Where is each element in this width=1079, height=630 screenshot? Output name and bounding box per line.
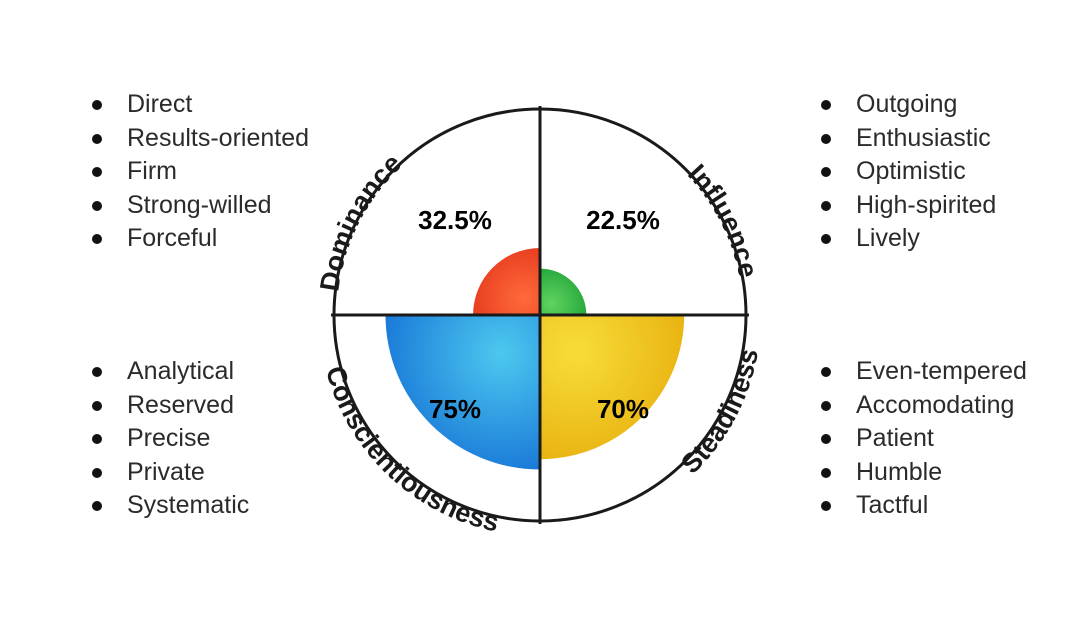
svg-text:Steadiness: Steadiness [675,346,764,479]
bullet-icon [821,501,831,512]
trait-text: Accomodating [856,390,1015,419]
steadiness-label: Steadiness [675,346,764,479]
list-item: Lively [821,222,996,256]
list-item: Accomodating [821,389,1027,423]
bullet-icon [821,367,831,377]
bullet-icon [821,434,831,445]
list-item: Enthusiastic [821,122,996,156]
trait-text: High-spirited [856,190,997,219]
trait-text: Analytical [127,357,234,385]
list-item: Precise [92,422,249,456]
list-item: Strong-willed [92,189,309,223]
list-item: Forceful [92,222,309,256]
score-wedges [385,248,685,470]
trait-text: Strong-willed [127,190,272,219]
trait-text: Enthusiastic [856,123,991,152]
trait-text: Outgoing [856,90,958,118]
trait-text: Forceful [127,224,218,253]
list-item: Patient [821,422,1027,456]
list-item: Analytical [92,355,249,389]
steadiness-wedge [540,315,685,460]
trait-text: Lively [856,224,920,253]
conscientiousness-traits-list: Analytical Reserved Precise Private Syst… [92,355,249,523]
trait-text: Private [127,457,205,486]
bullet-icon [92,434,102,445]
bullet-icon [92,100,102,110]
dominance-label: Dominance [314,148,407,293]
list-item: Even-tempered [821,355,1027,389]
influence-percent: 22.5% [586,205,660,235]
bullet-icon [92,467,102,478]
list-item: Humble [821,456,1027,490]
dominance-wedge [473,248,540,315]
bullet-icon [92,400,102,411]
list-item: Firm [92,155,309,189]
trait-text: Reserved [127,390,234,419]
conscientiousness-wedge [385,315,540,470]
bullet-icon [92,200,102,211]
trait-text: Optimistic [856,157,966,186]
trait-text: Direct [127,90,193,118]
bullet-icon [821,467,831,478]
steadiness-traits-list: Even-tempered Accomodating Patient Humbl… [821,355,1027,523]
bullet-icon [92,501,102,512]
conscientiousness-percent: 75% [429,394,481,424]
bullet-icon [92,133,102,144]
bullet-icon [821,167,831,178]
list-item: Results-oriented [92,122,309,156]
list-item: Tactful [821,489,1027,523]
steadiness-percent: 70% [597,394,649,424]
list-item: Direct [92,88,309,122]
svg-text:Dominance: Dominance [314,148,407,293]
influence-traits-list: Outgoing Enthusiastic Optimistic High-sp… [821,88,996,256]
influence-wedge [540,268,587,315]
bullet-icon [92,234,102,245]
bullet-icon [92,167,102,178]
bullet-icon [821,234,831,245]
trait-text: Systematic [127,491,250,520]
bullet-icon [92,367,102,377]
trait-text: Firm [127,157,177,186]
bullet-icon [821,200,831,211]
list-item: Systematic [92,489,249,523]
trait-text: Results-oriented [127,123,310,152]
list-item: High-spirited [821,189,996,223]
bullet-icon [821,133,831,144]
list-item: Private [92,456,249,490]
list-item: Outgoing [821,88,996,122]
dominance-traits-list: Direct Results-oriented Firm Strong-will… [92,88,309,256]
trait-text: Tactful [856,491,929,520]
trait-text: Humble [856,457,943,486]
trait-text: Even-tempered [856,357,1027,385]
bullet-icon [821,100,831,110]
list-item: Optimistic [821,155,996,189]
dominance-percent: 32.5% [418,205,492,235]
trait-text: Precise [127,424,211,453]
list-item: Reserved [92,389,249,423]
bullet-icon [821,400,831,411]
trait-text: Patient [856,424,934,453]
